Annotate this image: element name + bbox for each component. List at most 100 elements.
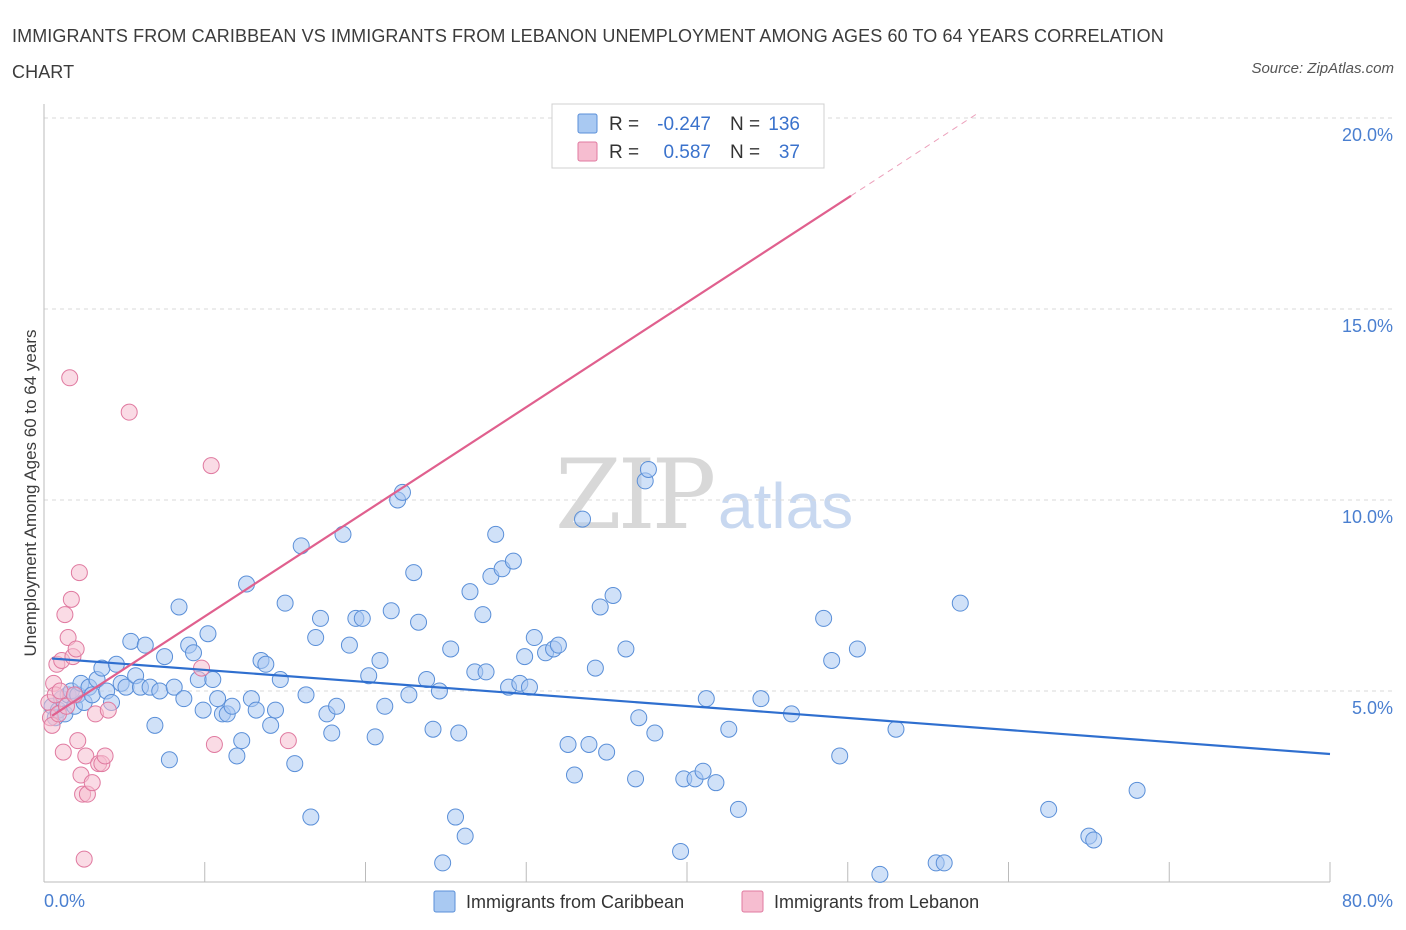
y-axis-tick-labels: 5.0% 10.0% 15.0% 20.0% — [1342, 125, 1393, 718]
caribbean-point — [430, 682, 448, 700]
legend-swatch-lebanon — [741, 890, 764, 913]
caribbean-point — [340, 636, 358, 654]
caribbean-point — [424, 720, 442, 738]
watermark-atlas: atlas — [718, 470, 853, 542]
n-label-caribbean: N = — [730, 114, 760, 135]
caribbean-point — [504, 552, 522, 570]
legend-label-lebanon: Immigrants from Lebanon — [774, 892, 979, 912]
caribbean-point — [323, 724, 341, 742]
caribbean-point — [184, 644, 202, 662]
caribbean-point — [247, 701, 265, 719]
caribbean-point — [565, 766, 583, 784]
caribbean-point — [434, 854, 452, 872]
caribbean-point — [151, 682, 169, 700]
caribbean-point — [707, 774, 725, 792]
caribbean-point — [194, 701, 212, 719]
caribbean-point — [382, 602, 400, 620]
lebanon-trend-extension — [850, 113, 977, 197]
caribbean-point — [1085, 831, 1103, 849]
lebanon-point — [70, 564, 88, 582]
caribbean-point — [549, 636, 567, 654]
caribbean-point — [257, 655, 275, 673]
caribbean-point — [136, 636, 154, 654]
caribbean-point — [617, 640, 635, 658]
caribbean-point — [292, 537, 310, 555]
caribbean-point — [160, 751, 178, 769]
lebanon-point — [54, 743, 72, 761]
caribbean-point — [286, 755, 304, 773]
stats-legend: R = -0.247 N = 136 R = 0.587 N = 37 — [551, 103, 825, 169]
caribbean-point — [591, 598, 609, 616]
legend-swatch-caribbean — [433, 890, 456, 913]
caribbean-point — [366, 728, 384, 746]
caribbean-point — [405, 564, 423, 582]
lebanon-point — [193, 659, 211, 677]
caribbean-point — [199, 625, 217, 643]
caribbean-point — [233, 732, 251, 750]
x-tick-label-min: 0.0% — [44, 891, 85, 911]
caribbean-point — [487, 525, 505, 543]
caribbean-point — [697, 690, 715, 708]
lebanon-point — [96, 747, 114, 765]
caribbean-point — [450, 724, 468, 742]
watermark: ZIP atlas — [555, 439, 853, 551]
n-label-lebanon: N = — [730, 142, 760, 163]
caribbean-point — [627, 770, 645, 788]
caribbean-point — [525, 629, 543, 647]
lebanon-point — [120, 403, 138, 421]
caribbean-point — [353, 609, 371, 627]
y-axis-title: Unemployment Among Ages 60 to 64 years — [21, 330, 40, 657]
caribbean-point — [559, 735, 577, 753]
caribbean-trend-line — [51, 657, 1331, 756]
caribbean-point — [630, 709, 648, 727]
caribbean-point — [474, 606, 492, 624]
caribbean-point — [887, 720, 905, 738]
caribbean-point — [262, 716, 280, 734]
caribbean-point — [209, 690, 227, 708]
lebanon-point — [202, 457, 220, 475]
caribbean-point — [442, 640, 460, 658]
legend-label-caribbean: Immigrants from Caribbean — [466, 892, 684, 912]
caribbean-point — [400, 686, 418, 704]
caribbean-point — [580, 735, 598, 753]
lebanon-point — [83, 774, 101, 792]
lebanon-point — [67, 640, 85, 658]
caribbean-point — [447, 808, 465, 826]
caribbean-point — [639, 460, 657, 478]
caribbean-point — [271, 671, 289, 689]
caribbean-swatch — [577, 113, 598, 134]
caribbean-point — [328, 697, 346, 715]
lebanon-point — [205, 735, 223, 753]
caribbean-point — [477, 663, 495, 681]
caribbean-point — [831, 747, 849, 765]
chart-title: IMMIGRANTS FROM CARIBBEAN VS IMMIGRANTS … — [12, 26, 1164, 82]
caribbean-point — [266, 701, 284, 719]
caribbean-point — [376, 697, 394, 715]
caribbean-point — [672, 842, 690, 860]
caribbean-point — [694, 762, 712, 780]
caribbean-point — [951, 594, 969, 612]
caribbean-point — [360, 667, 378, 685]
caribbean-point — [122, 632, 140, 650]
lebanon-point — [61, 369, 79, 387]
y-tick-label: 5.0% — [1352, 698, 1393, 718]
caribbean-point — [175, 690, 193, 708]
caribbean-point — [156, 648, 174, 666]
r-value-caribbean: -0.247 — [657, 114, 711, 135]
lebanon-swatch — [577, 141, 598, 162]
caribbean-point — [586, 659, 604, 677]
caribbean-point — [165, 678, 183, 696]
r-label-caribbean: R = — [609, 114, 639, 135]
caribbean-point — [297, 686, 315, 704]
caribbean-point — [574, 510, 592, 528]
caribbean-point — [371, 651, 389, 669]
caribbean-point — [848, 640, 866, 658]
caribbean-point — [935, 854, 953, 872]
caribbean-point — [871, 865, 889, 883]
caribbean-point — [410, 613, 428, 631]
caribbean-point — [228, 747, 246, 765]
r-value-lebanon: 0.587 — [663, 142, 711, 163]
caribbean-point — [456, 827, 474, 845]
caribbean-point — [598, 743, 616, 761]
